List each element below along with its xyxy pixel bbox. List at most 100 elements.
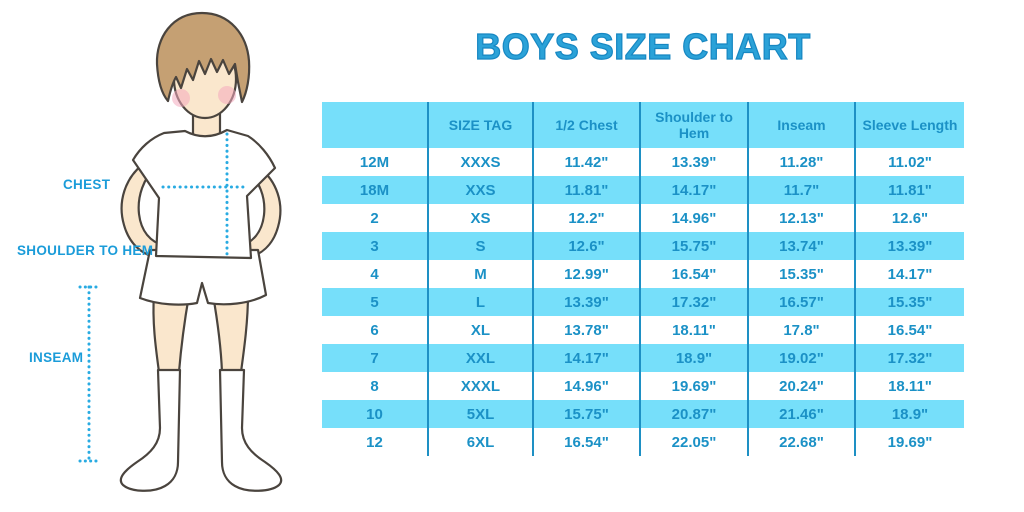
boy-hair [155, 11, 251, 104]
header-cell-inseam: Inseam [747, 102, 855, 148]
boy-right-cheek [218, 86, 236, 104]
table-cell: XS [427, 204, 533, 232]
table-cell: 15.75" [639, 232, 748, 260]
table-cell: 19.69" [639, 372, 748, 400]
table-cell: 15.35" [747, 260, 855, 288]
table-cell: 20.24" [747, 372, 855, 400]
table-cell: 16.54" [532, 428, 640, 456]
table-cell: 18.11" [854, 372, 964, 400]
table-cell: XXXS [427, 148, 533, 176]
boy-left-cheek [172, 89, 190, 107]
table-cell: 11.81" [854, 176, 964, 204]
table-cell: L [427, 288, 533, 316]
table-cell: M [427, 260, 533, 288]
table-cell: 18M [322, 176, 428, 204]
measurement-label-shoulder-to-hem: SHOULDER TO HEM [17, 243, 154, 258]
table-cell: 20.87" [639, 400, 748, 428]
table-cell: 17.8" [747, 316, 855, 344]
table-cell: 14.17" [532, 344, 640, 372]
table-row: 12M XXXS 11.42" 13.39" 11.28" 11.02" [322, 148, 964, 176]
table-row: 8 XXXL 14.96" 19.69" 20.24" 18.11" [322, 372, 964, 400]
table-cell: 12.2" [532, 204, 640, 232]
boy-left-leg [152, 292, 191, 374]
boy-right-sock [218, 368, 283, 492]
header-row: SIZE TAG 1/2 Chest Shoulder to Hem Insea… [322, 102, 964, 148]
header-cell-age [322, 102, 428, 148]
table-cell: 7 [322, 344, 428, 372]
table-cell: 6XL [427, 428, 533, 456]
boy-shorts [138, 248, 268, 306]
size-table-body: 12M XXXS 11.42" 13.39" 11.28" 11.02" 18M XXS 11.… [322, 148, 964, 456]
measurement-label-inseam: INSEAM [29, 350, 84, 365]
table-cell: 13.39" [532, 288, 640, 316]
table-cell: 16.57" [747, 288, 855, 316]
table-row: 3 S 12.6" 15.75" 13.74" 13.39" [322, 232, 964, 260]
table-row: 2 XS 12.2" 14.96" 12.13" 12.6" [322, 204, 964, 232]
table-cell: 11.7" [747, 176, 855, 204]
measurement-label-chest: CHEST [63, 177, 111, 192]
table-cell: 14.17" [639, 176, 748, 204]
table-cell: XXL [427, 344, 533, 372]
table-cell: 22.05" [639, 428, 748, 456]
size-chart-table: SIZE TAG 1/2 Chest Shoulder to Hem Insea… [322, 102, 964, 456]
table-cell: 16.54" [854, 316, 964, 344]
table-cell: 5XL [427, 400, 533, 428]
header-cell-half-chest: 1/2 Chest [532, 102, 640, 148]
page-title: BOYS SIZE CHART [475, 25, 811, 67]
header-cell-size-tag: SIZE TAG [427, 102, 533, 148]
table-cell: 18.9" [639, 344, 748, 372]
table-row: 12 6XL 16.54" 22.05" 22.68" 19.69" [322, 428, 964, 456]
table-cell: 12.13" [747, 204, 855, 232]
table-cell: 17.32" [854, 344, 964, 372]
table-cell: 12.6" [532, 232, 640, 260]
boy-illustration [78, 11, 283, 492]
boy-shirt [131, 128, 277, 260]
table-cell: 4 [370, 265, 379, 283]
boy-left-sock [119, 368, 182, 492]
table-row: 6 XL 13.78" 18.11" 17.8" 16.54" [322, 316, 964, 344]
table-row: 18M XXS 11.81" 14.17" 11.7" 11.81" [322, 176, 964, 204]
table-cell: 11.02" [854, 148, 964, 176]
table-cell: 21.46" [747, 400, 855, 428]
table-cell: 15.35" [854, 288, 964, 316]
table-cell: 22.68" [747, 428, 855, 456]
table-cell: 19.02" [747, 344, 855, 372]
table-cell: 11.42" [532, 148, 640, 176]
header-cell-sleeve-length: Sleeve Length [854, 102, 964, 148]
table-cell: XL [427, 316, 533, 344]
table-cell: XXXL [427, 372, 533, 400]
table-cell: 3 [322, 232, 428, 260]
table-cell: 11.81" [532, 176, 640, 204]
table-cell: 18.11" [639, 316, 748, 344]
table-cell: 12.99" [532, 260, 640, 288]
table-cell: 15.75" [532, 400, 640, 428]
size-table-header: SIZE TAG 1/2 Chest Shoulder to Hem Insea… [322, 102, 964, 148]
table-cell: 14.17" [854, 260, 964, 288]
table-cell: 12M [359, 153, 390, 171]
table-cell: 13.78" [532, 316, 640, 344]
table-cell: 14.96" [639, 204, 748, 232]
table-cell: 19.69" [854, 428, 964, 456]
table-cell: 16.54" [639, 260, 748, 288]
table-cell: 6 [370, 321, 379, 339]
table-row: 7 XXL 14.17" 18.9" 19.02" 17.32" [322, 344, 964, 372]
table-cell: 13.74" [747, 232, 855, 260]
table-cell: 12.6" [854, 204, 964, 232]
table-cell: 18.9" [854, 400, 964, 428]
table-row: 4 M 12.99" 16.54" 15.35" 14.17" [322, 260, 964, 288]
table-cell: 10 [322, 400, 428, 428]
table-row: 10 5XL 15.75" 20.87" 21.46" 18.9" [322, 400, 964, 428]
table-cell: 8 [370, 377, 379, 395]
table-cell: 12 [366, 433, 383, 451]
table-row: 5 L 13.39" 17.32" 16.57" 15.35" [322, 288, 964, 316]
table-cell: 5 [322, 288, 428, 316]
header-cell-shoulder-to-hem: Shoulder to Hem [639, 102, 748, 148]
table-cell: 14.96" [532, 372, 640, 400]
table-cell: XXS [427, 176, 533, 204]
boy-right-leg [211, 292, 250, 374]
table-cell: 11.28" [747, 148, 855, 176]
table-cell: 2 [370, 209, 379, 227]
table-cell: 17.32" [639, 288, 748, 316]
table-cell: S [427, 232, 533, 260]
